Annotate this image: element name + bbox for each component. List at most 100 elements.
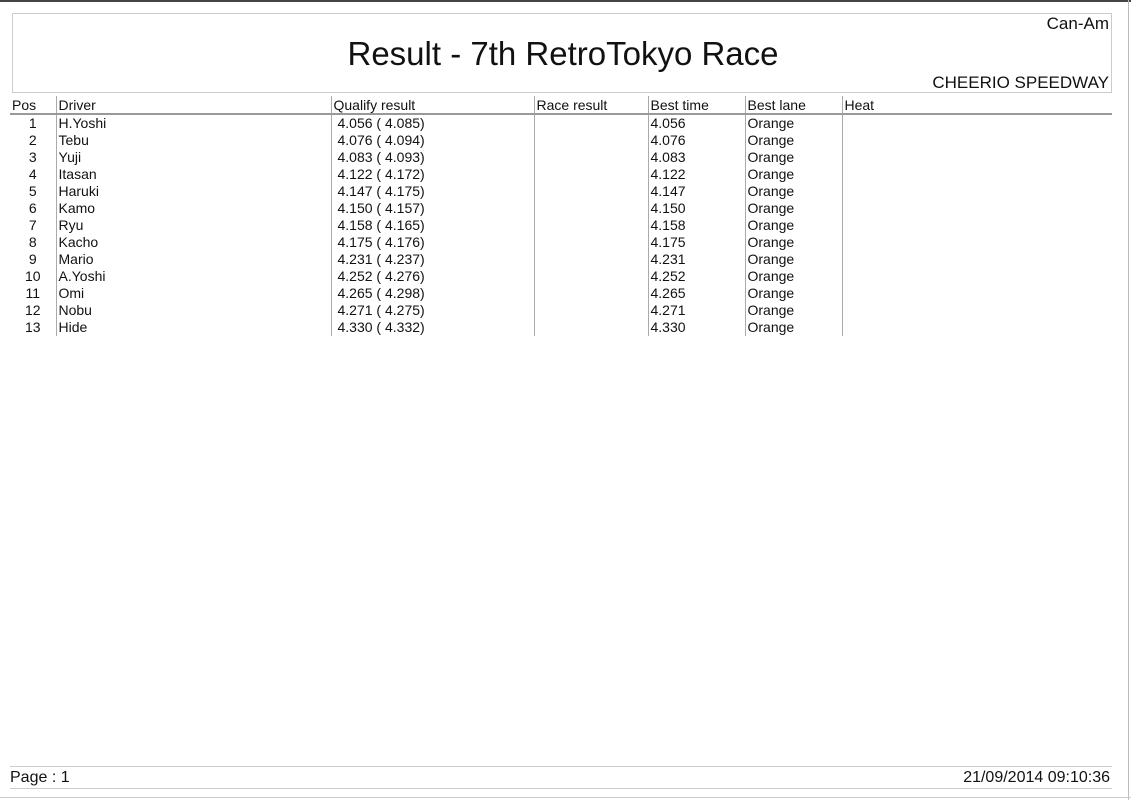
table-header-row: Pos Driver Qualify result Race result Be…: [10, 96, 1112, 115]
cell-pos: 9: [28, 251, 37, 267]
cell-race: [533, 319, 648, 336]
cell-qualify: 4.076 ( 4.094): [330, 132, 534, 149]
cell-best-lane: Orange: [744, 149, 842, 166]
cell-qualify: 4.330 ( 4.332): [330, 319, 534, 336]
results-table: Pos Driver Qualify result Race result Be…: [10, 96, 1112, 336]
cell-heat: [841, 217, 1112, 234]
table-row: 8 Kacho 4.175 ( 4.176) 4.175 Orange: [10, 234, 1112, 251]
cell-pos: 11: [25, 285, 41, 301]
table-row: 12 Nobu 4.271 ( 4.275) 4.271 Orange: [10, 302, 1112, 319]
table-row: 9 Mario 4.231 ( 4.237) 4.231 Orange: [10, 251, 1112, 268]
column-header-best-time: Best time: [647, 96, 745, 115]
cell-best-lane: Orange: [744, 114, 842, 132]
cell-pos: 7: [28, 217, 37, 233]
column-header-qualify: Qualify result: [330, 96, 534, 115]
cell-driver: Kacho: [55, 234, 331, 251]
cell-best-time: 4.147: [647, 183, 745, 200]
cell-race: [533, 285, 648, 302]
cell-best-time: 4.150: [647, 200, 745, 217]
cell-best-time: 4.265: [647, 285, 745, 302]
cell-qualify: 4.252 ( 4.276): [330, 268, 534, 285]
cell-pos: 6: [28, 200, 37, 216]
cell-best-lane: Orange: [744, 166, 842, 183]
cell-best-lane: Orange: [744, 251, 842, 268]
cell-best-time: 4.122: [647, 166, 745, 183]
cell-driver: A.Yoshi: [55, 268, 331, 285]
cell-best-lane: Orange: [744, 132, 842, 149]
column-header-pos: Pos: [10, 96, 56, 115]
cell-qualify: 4.150 ( 4.157): [330, 200, 534, 217]
cell-best-lane: Orange: [744, 302, 842, 319]
page-edge: [1128, 0, 1129, 800]
cell-race: [533, 114, 648, 132]
column-header-best-lane: Best lane: [744, 96, 842, 115]
cell-race: [533, 132, 648, 149]
cell-pos: 1: [28, 115, 37, 131]
cell-race: [533, 183, 648, 200]
cell-qualify: 4.147 ( 4.175): [330, 183, 534, 200]
report-header: Can-Am Result - 7th RetroTokyo Race CHEE…: [12, 13, 1112, 93]
column-header-driver: Driver: [55, 96, 331, 115]
cell-best-lane: Orange: [744, 285, 842, 302]
cell-qualify: 4.265 ( 4.298): [330, 285, 534, 302]
cell-best-time: 4.330: [647, 319, 745, 336]
cell-best-time: 4.158: [647, 217, 745, 234]
cell-pos: 8: [28, 234, 37, 250]
cell-heat: [841, 149, 1112, 166]
print-timestamp: 21/09/2014 09:10:36: [963, 769, 1110, 786]
report-footer: Page : 1 21/09/2014 09:10:36: [10, 766, 1112, 789]
table-row: 6 Kamo 4.150 ( 4.157) 4.150 Orange: [10, 200, 1112, 217]
table-row: 5 Haruki 4.147 ( 4.175) 4.147 Orange: [10, 183, 1112, 200]
table-row: 10 A.Yoshi 4.252 ( 4.276) 4.252 Orange: [10, 268, 1112, 285]
cell-driver: Omi: [55, 285, 331, 302]
cell-driver: Tebu: [55, 132, 331, 149]
cell-race: [533, 217, 648, 234]
table-row: 1 H.Yoshi 4.056 ( 4.085) 4.056 Orange: [10, 114, 1112, 132]
cell-driver: H.Yoshi: [55, 114, 331, 132]
cell-qualify: 4.231 ( 4.237): [330, 251, 534, 268]
column-header-heat: Heat: [841, 96, 1112, 115]
cell-qualify: 4.158 ( 4.165): [330, 217, 534, 234]
page-number: Page : 1: [10, 769, 70, 786]
cell-heat: [841, 183, 1112, 200]
cell-pos: 5: [28, 183, 37, 199]
cell-best-lane: Orange: [744, 319, 842, 336]
page-edge: [0, 797, 1131, 798]
cell-race: [533, 200, 648, 217]
cell-best-lane: Orange: [744, 217, 842, 234]
cell-pos: 10: [24, 268, 41, 284]
cell-best-time: 4.252: [647, 268, 745, 285]
table-row: 3 Yuji 4.083 ( 4.093) 4.083 Orange: [10, 149, 1112, 166]
cell-pos: 12: [24, 302, 41, 318]
page-edge: [0, 0, 1131, 2]
cell-race: [533, 251, 648, 268]
cell-best-time: 4.175: [647, 234, 745, 251]
cell-best-time: 4.083: [647, 149, 745, 166]
cell-race: [533, 149, 648, 166]
cell-driver: Mario: [55, 251, 331, 268]
cell-heat: [841, 251, 1112, 268]
table-row: 2 Tebu 4.076 ( 4.094) 4.076 Orange: [10, 132, 1112, 149]
table-row: 4 Itasan 4.122 ( 4.172) 4.122 Orange: [10, 166, 1112, 183]
cell-heat: [841, 285, 1112, 302]
table-row: 11 Omi 4.265 ( 4.298) 4.265 Orange: [10, 285, 1112, 302]
venue-label: CHEERIO SPEEDWAY: [932, 73, 1109, 92]
category-label: Can-Am: [1046, 14, 1109, 33]
cell-pos: 4: [28, 166, 37, 182]
table-row: 13 Hide 4.330 ( 4.332) 4.330 Orange: [10, 319, 1112, 336]
cell-qualify: 4.056 ( 4.085): [330, 114, 534, 132]
cell-qualify: 4.083 ( 4.093): [330, 149, 534, 166]
cell-best-time: 4.056: [647, 114, 745, 132]
cell-driver: Itasan: [55, 166, 331, 183]
cell-driver: Yuji: [55, 149, 331, 166]
cell-heat: [841, 132, 1112, 149]
table-row: 7 Ryu 4.158 ( 4.165) 4.158 Orange: [10, 217, 1112, 234]
column-header-race: Race result: [533, 96, 648, 115]
cell-qualify: 4.271 ( 4.275): [330, 302, 534, 319]
cell-best-time: 4.076: [647, 132, 745, 149]
cell-driver: Hide: [55, 319, 331, 336]
cell-pos: 13: [24, 319, 41, 335]
cell-pos: 3: [28, 149, 37, 165]
cell-race: [533, 268, 648, 285]
cell-heat: [841, 302, 1112, 319]
